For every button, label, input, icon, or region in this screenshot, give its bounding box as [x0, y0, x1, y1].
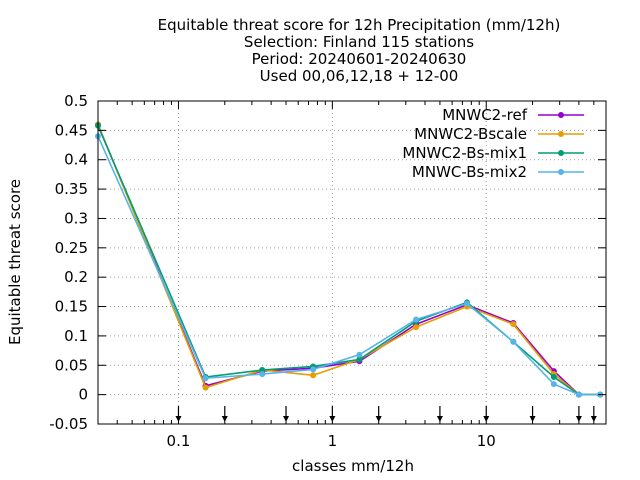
data-point	[413, 324, 420, 331]
class-arrow	[329, 406, 336, 422]
chart-title: Equitable threat score for 12h Precipita…	[158, 16, 561, 85]
class-arrow	[436, 406, 443, 422]
x-tick-label: 0.1	[167, 432, 191, 450]
data-point	[510, 321, 517, 328]
y-tick-label: 0.45	[55, 121, 88, 139]
legend-entry-marker	[558, 131, 564, 137]
y-tick-label: 0.35	[55, 180, 88, 198]
legend-entry-label: MNWC2-ref	[442, 106, 527, 124]
y-tick-label: 0.2	[64, 268, 88, 286]
class-arrow-head	[590, 416, 597, 422]
legend-entry-marker	[558, 169, 564, 175]
data-point	[310, 372, 317, 379]
class-arrow-head	[221, 416, 228, 422]
data-point	[575, 391, 582, 398]
class-arrow-head	[375, 416, 382, 422]
y-tick-label: 0.4	[64, 151, 88, 169]
y-tick-label: 0.25	[55, 239, 88, 257]
legend-entry-label: MNWC2-Bs-mix1	[402, 144, 527, 162]
data-point	[550, 381, 557, 388]
data-point	[510, 338, 517, 345]
class-arrow-head	[483, 416, 490, 422]
x-tick-label: 10	[477, 432, 496, 450]
class-arrow	[375, 406, 382, 422]
y-tick-label: 0.05	[55, 356, 88, 374]
class-arrow-head	[575, 416, 582, 422]
title-line: Equitable threat score for 12h Precipita…	[158, 16, 561, 34]
series-3	[95, 133, 604, 398]
data-point	[259, 366, 266, 373]
x-axis-label: classes mm/12h	[292, 457, 414, 475]
title-line: Selection: Finland 115 stations	[244, 33, 474, 51]
data-point	[356, 356, 363, 363]
series-lines	[95, 121, 604, 398]
data-point	[413, 316, 420, 323]
y-axis-label: Equitable threat score	[6, 179, 24, 345]
y-tick-label: 0.5	[64, 92, 88, 110]
class-arrow-head	[436, 416, 443, 422]
y-tick-label: 0.3	[64, 209, 88, 227]
class-arrow	[575, 406, 582, 422]
title-line: Period: 20240601-20240630	[252, 50, 467, 68]
class-arrow-head	[529, 416, 536, 422]
title-line: Used 00,06,12,18 + 12-00	[260, 67, 459, 85]
class-arrow-head	[283, 416, 290, 422]
grid-lines	[98, 101, 606, 424]
class-arrow	[590, 406, 597, 422]
class-arrow	[221, 406, 228, 422]
data-point	[464, 300, 471, 307]
plot-frame	[97, 100, 607, 425]
class-arrow-head	[175, 416, 182, 422]
legend-entry-marker	[558, 112, 564, 118]
class-arrow	[283, 406, 290, 422]
data-point	[310, 366, 317, 373]
data-point	[550, 374, 557, 381]
class-arrow	[175, 406, 182, 422]
legend-entry-label: MNWC2-Bscale	[414, 125, 527, 143]
data-point	[259, 371, 266, 378]
y-tick-label: 0.15	[55, 298, 88, 316]
data-point	[202, 384, 209, 391]
data-point	[202, 375, 209, 382]
legend-entry-marker	[558, 150, 564, 156]
x-tick-label: 1	[328, 432, 338, 450]
class-threshold-arrows	[175, 406, 597, 422]
y-tick-label: 0.1	[64, 327, 88, 345]
class-arrow-head	[329, 416, 336, 422]
y-tick-label: 0	[78, 386, 88, 404]
y-tick-label: -0.05	[49, 415, 88, 433]
legend-entry-label: MNWC-Bs-mix2	[412, 163, 527, 181]
class-arrow	[483, 406, 490, 422]
class-arrow	[529, 406, 536, 422]
data-point	[356, 351, 363, 358]
legend: MNWC2-refMNWC2-BscaleMNWC2-Bs-mix1MNWC-B…	[402, 106, 584, 181]
